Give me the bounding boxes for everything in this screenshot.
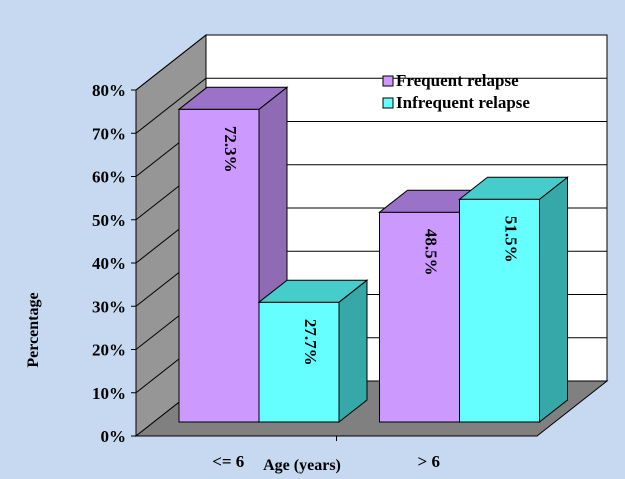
bar-side xyxy=(338,279,368,424)
gridline xyxy=(135,77,607,134)
y-tick-label: 20% xyxy=(92,341,126,360)
y-tick-label: 60% xyxy=(92,168,126,187)
bar-top xyxy=(458,176,569,200)
legend-swatch xyxy=(382,97,394,109)
bar-front xyxy=(178,108,260,423)
x-axis-title: Age (years) xyxy=(263,457,341,474)
x-tick-label: <= 6 xyxy=(212,452,244,471)
x-tick-label: > 6 xyxy=(418,452,440,471)
legend-label: Frequent relapse xyxy=(396,71,519,90)
y-axis: 0% 10% 20% 30% 40% 50% 60% 70% 80% xyxy=(92,81,137,446)
y-axis-title: Percentage xyxy=(25,292,42,367)
y-tick-label: 10% xyxy=(92,384,126,403)
legend-swatch xyxy=(382,75,394,87)
bar-front xyxy=(379,211,460,423)
data-label: 51.5% xyxy=(502,216,521,263)
bar-side xyxy=(539,176,568,424)
gridline xyxy=(135,34,607,91)
y-tick-label: 30% xyxy=(92,297,126,316)
y-tick-label: 70% xyxy=(92,124,126,143)
bar-top xyxy=(177,86,289,110)
data-label: 72.3% xyxy=(221,126,240,173)
bar-front xyxy=(258,301,340,423)
data-label: 27.7% xyxy=(301,319,320,366)
y-tick-label: 80% xyxy=(92,81,126,100)
y-tick-label: 50% xyxy=(92,211,126,230)
bars: 72.3% 27.7% 48.5% 51.5% xyxy=(177,86,569,424)
y-tick-label: 0% xyxy=(101,427,127,446)
legend: Frequent relapse Infrequent relapse xyxy=(382,71,530,112)
bar-top xyxy=(257,279,369,303)
x-axis: <= 6 > 6 xyxy=(136,435,537,471)
data-label: 48.5% xyxy=(422,229,441,276)
y-tick-label: 40% xyxy=(92,254,126,273)
bar-front xyxy=(459,198,540,423)
legend-label: Infrequent relapse xyxy=(396,93,530,112)
